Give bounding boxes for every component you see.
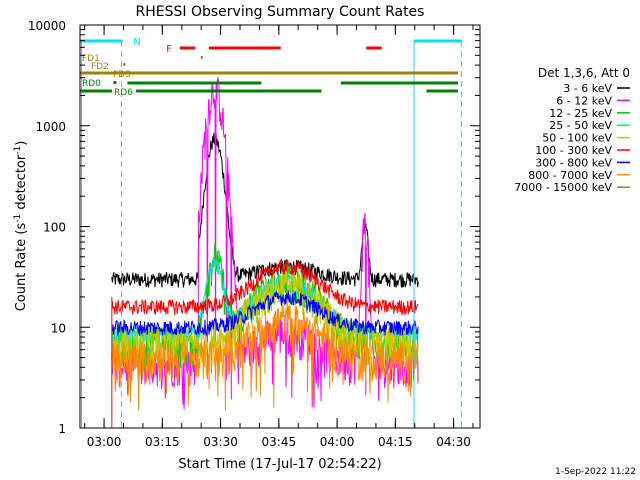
- rd6-label: RD6: [114, 88, 133, 98]
- y-tick-label: 10: [51, 321, 66, 335]
- series-line-5: [111, 259, 419, 317]
- rd-dot: [113, 81, 117, 84]
- y-tick-label: 10000: [28, 19, 66, 33]
- y-tick-label: 1000: [35, 120, 66, 134]
- series-line-6: [111, 290, 419, 337]
- x-tick-label: 04:15: [378, 435, 413, 449]
- fd2-label: FD2: [91, 62, 109, 72]
- x-axis-label: Start Time (17-Jul-17 02:54:22): [178, 457, 381, 472]
- fd3-label: FD3: [113, 70, 131, 80]
- legend-label-5: 100 - 300 keV: [535, 144, 612, 157]
- series-line-0: [111, 133, 419, 289]
- legend-label-7: 800 - 7000 keV: [528, 169, 612, 182]
- x-tick-label: 04:00: [320, 435, 355, 449]
- flare-label: F: [166, 44, 172, 55]
- x-tick-label: 03:00: [87, 435, 122, 449]
- night-label: N: [133, 37, 140, 48]
- fd-dot-2: [123, 63, 126, 66]
- series-line-7: [111, 303, 419, 411]
- legend-label-0: 3 - 6 keV: [563, 82, 612, 95]
- legend-title: Det 1,3,6, Att 0: [538, 66, 630, 80]
- series-layer: [111, 77, 419, 428]
- legend-label-8: 7000 - 15000 keV: [514, 181, 612, 194]
- legend-label-1: 6 - 12 keV: [556, 94, 612, 107]
- legend-label-2: 12 - 25 keV: [549, 107, 612, 120]
- x-tick-label: 03:15: [145, 435, 180, 449]
- fd-dot: [200, 56, 203, 59]
- legend-label-3: 25 - 50 keV: [549, 119, 612, 132]
- x-tick-label: 03:30: [203, 435, 238, 449]
- legend-label-4: 50 - 100 keV: [542, 132, 612, 145]
- y-axis-label: Count Rate (s-1 detector-1): [13, 141, 29, 312]
- y-tick-label: 100: [43, 221, 66, 235]
- legend-label-6: 300 - 800 keV: [535, 156, 612, 169]
- x-tick-label: 04:30: [436, 435, 471, 449]
- chart-title: RHESSI Observing Summary Count Rates: [136, 4, 425, 20]
- y-tick-label: 1: [58, 422, 66, 436]
- y-axis: 1 10 100 1000 10000: [28, 19, 480, 436]
- x-axis: 03:00 03:15 03:30 03:45 04:00 04:15 04:30: [84, 25, 474, 449]
- x-tick-label: 03:45: [262, 435, 297, 449]
- rd0-label: RD0: [82, 79, 101, 89]
- fd1-label: FD1: [82, 54, 100, 64]
- footer-date: 1-Sep-2022 11:22: [555, 467, 636, 477]
